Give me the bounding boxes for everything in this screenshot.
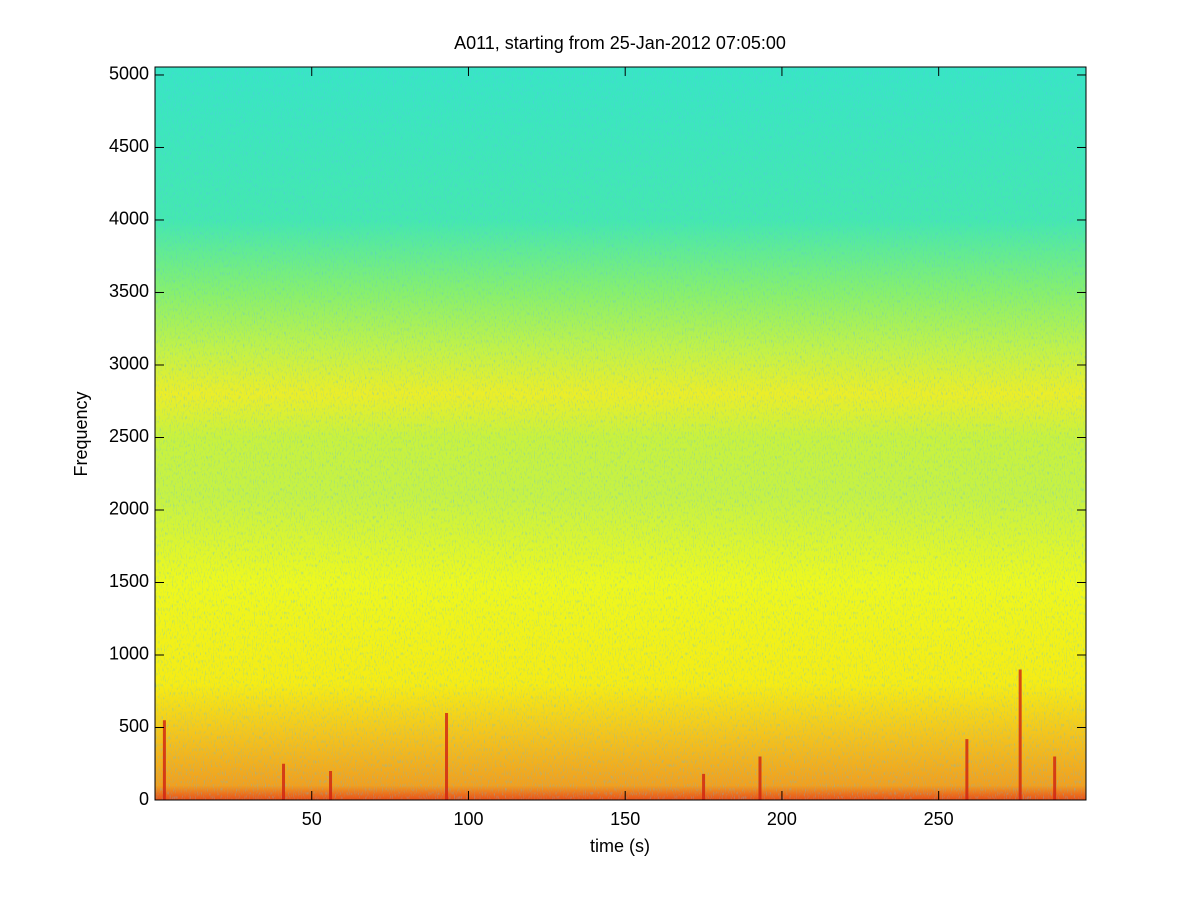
y-tick-label: 4500 xyxy=(109,136,149,156)
spike xyxy=(282,763,286,800)
spectrogram-noise xyxy=(155,67,1086,800)
y-tick-label: 1000 xyxy=(109,644,149,664)
y-tick-label: 2500 xyxy=(109,426,149,446)
x-axis-label: time (s) xyxy=(590,836,650,856)
y-tick-label: 5000 xyxy=(109,64,149,84)
spike xyxy=(702,773,706,800)
spike xyxy=(1053,756,1057,800)
x-tick-label: 150 xyxy=(610,809,640,829)
spike xyxy=(1018,669,1022,800)
y-tick-label: 3000 xyxy=(109,354,149,374)
spike xyxy=(445,712,449,800)
spike xyxy=(162,720,166,800)
x-tick-label: 100 xyxy=(453,809,483,829)
y-tick-label: 0 xyxy=(139,789,149,809)
spike xyxy=(965,739,969,800)
x-tick-label: 50 xyxy=(302,809,322,829)
x-tick-label: 200 xyxy=(767,809,797,829)
spike xyxy=(329,770,333,800)
y-tick-label: 4000 xyxy=(109,209,149,229)
plot-frame xyxy=(154,66,1087,801)
y-axis-label: Frequency xyxy=(71,391,91,476)
y-tick-label: 2000 xyxy=(109,499,149,519)
y-tick-label: 3500 xyxy=(109,281,149,301)
spike xyxy=(758,756,762,800)
y-tick-label: 500 xyxy=(119,716,149,736)
x-tick-label: 250 xyxy=(924,809,954,829)
chart-title: A011, starting from 25-Jan-2012 07:05:00 xyxy=(454,33,786,53)
y-tick-label: 1500 xyxy=(109,571,149,591)
